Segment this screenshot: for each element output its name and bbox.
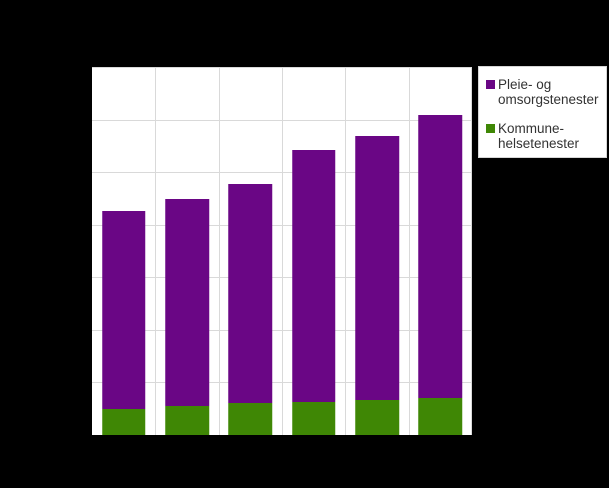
legend-item-label: Pleie- og omsorgstenester — [498, 77, 599, 107]
bar-segment-pleie-og-omsorgstenester — [418, 114, 463, 398]
legend-swatch-icon — [486, 80, 495, 89]
bar-stack — [101, 67, 146, 435]
bar-segment-pleie-og-omsorgstenester — [165, 198, 209, 407]
bar-stack — [291, 67, 336, 435]
bar-segment-kommunehelsetenester — [101, 409, 146, 435]
bar-segment-pleie-og-omsorgstenester — [101, 211, 146, 410]
bar-stack — [355, 67, 399, 435]
bar-segment-kommunehelsetenester — [228, 403, 273, 435]
bar-stack — [418, 67, 463, 435]
legend-item: Kommune-helsetenester — [486, 121, 602, 151]
bar-segment-kommunehelsetenester — [165, 406, 209, 435]
vertical-gridline — [471, 67, 472, 435]
legend-label-line: omsorgstenester — [498, 92, 599, 107]
plot-area — [92, 67, 472, 435]
vertical-gridline — [282, 67, 283, 435]
legend-swatch-icon — [486, 124, 495, 133]
legend: Pleie- og omsorgstenester Kommune-helseten… — [478, 66, 607, 158]
legend-label-line: helsetenester — [498, 136, 580, 151]
legend-item-label: Kommune-helsetenester — [498, 121, 579, 151]
bar-segment-kommunehelsetenester — [355, 399, 399, 435]
legend-label-line: Kommune- — [498, 121, 565, 136]
bar-stack — [165, 67, 209, 435]
bar-segment-pleie-og-omsorgstenester — [355, 135, 399, 400]
vertical-gridline — [408, 67, 410, 435]
legend-label-line: Pleie- og — [498, 77, 552, 92]
vertical-gridline — [155, 67, 157, 435]
bar-segment-kommunehelsetenester — [291, 401, 336, 435]
bar-segment-pleie-og-omsorgstenester — [291, 150, 336, 402]
vertical-gridline — [218, 67, 220, 435]
bar-segment-pleie-og-omsorgstenester — [228, 184, 273, 404]
legend-item: Pleie- og omsorgstenester — [486, 77, 602, 107]
vertical-gridline — [345, 67, 347, 435]
bar-stack — [228, 67, 273, 435]
bar-segment-kommunehelsetenester — [418, 397, 463, 435]
